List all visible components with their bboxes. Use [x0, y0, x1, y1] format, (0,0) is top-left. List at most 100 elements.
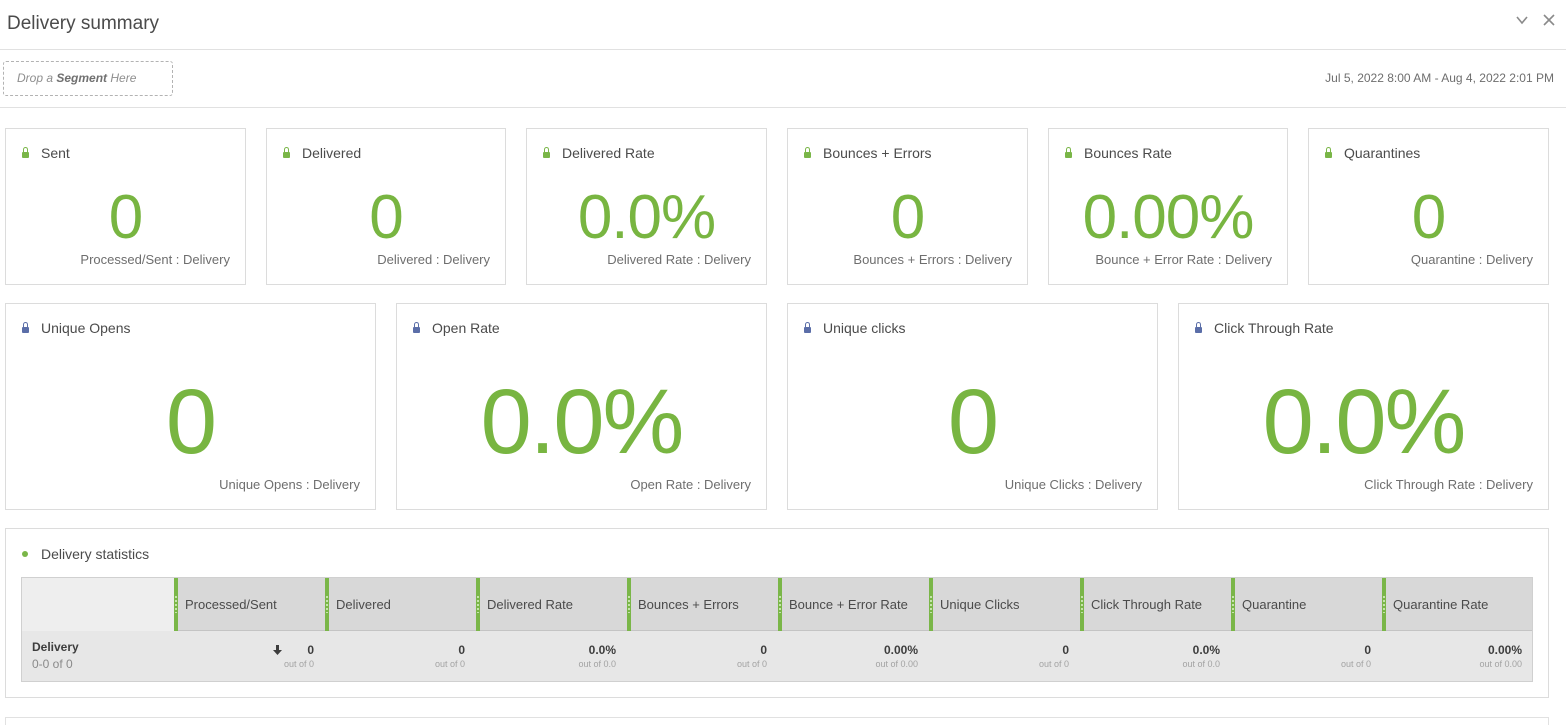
drop-zone-suffix: Here — [107, 71, 137, 85]
table-header: Processed/Sent Delivered Delivered Rate … — [22, 578, 1532, 631]
metric-card-bounces-errors[interactable]: Bounces + Errors 0 Bounces + Errors : De… — [787, 128, 1028, 285]
table-cell: 0.0% out of 0.0 — [476, 631, 627, 681]
cell-value: 0 — [458, 643, 465, 657]
column-header[interactable]: Quarantine Rate — [1382, 578, 1533, 631]
card-label: Unique clicks — [823, 320, 906, 336]
card-label: Bounces + Errors — [823, 145, 932, 161]
lock-icon — [283, 146, 290, 159]
cell-value: 0 — [307, 643, 314, 657]
card-value: 0 — [890, 183, 925, 252]
segment-drop-zone[interactable]: Drop a Segment Here — [3, 61, 173, 96]
table-cell: 0 out of 0 — [325, 631, 476, 681]
column-header[interactable]: Quarantine — [1231, 578, 1382, 631]
next-panel-edge — [5, 717, 1549, 725]
cell-value: 0 — [1062, 643, 1069, 657]
close-icon[interactable] — [1539, 12, 1559, 32]
cell-subvalue: out of 0 — [736, 659, 767, 669]
cell-subvalue: out of 0 — [434, 659, 465, 669]
card-label: Sent — [41, 145, 70, 161]
card-value: 0.00% — [1082, 183, 1255, 252]
card-footer: Quarantine : Delivery — [1410, 252, 1533, 267]
card-footer: Bounce + Error Rate : Delivery — [1095, 252, 1272, 267]
cell-value: 0 — [1364, 643, 1371, 657]
metric-card-sent[interactable]: Sent 0 Processed/Sent : Delivery — [5, 128, 246, 285]
row-range: 0-0 of 0 — [32, 657, 73, 671]
cell-subvalue: out of 0.0 — [1182, 659, 1220, 669]
card-label: Open Rate — [432, 320, 500, 336]
card-footer: Processed/Sent : Delivery — [80, 252, 230, 267]
row-name: Delivery — [32, 640, 79, 654]
delivery-statistics-panel: Delivery statistics Processed/Sent Deliv… — [5, 528, 1549, 698]
lock-icon — [804, 321, 811, 334]
card-footer: Unique Clicks : Delivery — [1004, 477, 1142, 492]
card-footer: Bounces + Errors : Delivery — [853, 252, 1012, 267]
metric-card-delivered[interactable]: Delivered 0 Delivered : Delivery — [266, 128, 506, 285]
metric-card-open-rate[interactable]: Open Rate 0.0% Open Rate : Delivery — [396, 303, 767, 510]
metric-card-unique-clicks[interactable]: Unique clicks 0 Unique Clicks : Delivery — [787, 303, 1158, 510]
table-row[interactable]: Delivery 0-0 of 0 0 out of 0 0 out of 0 … — [22, 631, 1532, 681]
cell-value: 0 — [760, 643, 767, 657]
panel-title: Delivery summary — [7, 13, 160, 34]
cell-value: 0.00% — [883, 643, 918, 657]
metric-card-bounces-rate[interactable]: Bounces Rate 0.00% Bounce + Error Rate :… — [1048, 128, 1288, 285]
metric-card-unique-opens[interactable]: Unique Opens 0 Unique Opens : Delivery — [5, 303, 376, 510]
card-footer: Delivered Rate : Delivery — [607, 252, 751, 267]
column-header[interactable]: Click Through Rate — [1080, 578, 1231, 631]
drop-zone-segment: Segment — [56, 71, 108, 85]
card-value: 0.0% — [1262, 371, 1467, 473]
card-footer: Unique Opens : Delivery — [219, 477, 360, 492]
cell-value: 0.0% — [1192, 643, 1220, 657]
table-cell: 0 out of 0 — [1231, 631, 1382, 681]
cell-subvalue: out of 0 — [283, 659, 314, 669]
statistics-table: Processed/Sent Delivered Delivered Rate … — [21, 577, 1533, 682]
panel-header: Delivery summary — [0, 0, 1566, 50]
card-value: 0 — [369, 183, 403, 252]
cell-value: 0.0% — [588, 643, 616, 657]
date-range[interactable]: Jul 5, 2022 8:00 AM - Aug 4, 2022 2:01 P… — [1325, 71, 1554, 85]
table-corner — [22, 578, 174, 631]
card-footer: Delivered : Delivery — [377, 252, 490, 267]
card-label: Unique Opens — [41, 320, 131, 336]
metric-card-quarantines[interactable]: Quarantines 0 Quarantine : Delivery — [1308, 128, 1549, 285]
column-header[interactable]: Delivered Rate — [476, 578, 627, 631]
metric-card-click-through-rate[interactable]: Click Through Rate 0.0% Click Through Ra… — [1178, 303, 1549, 510]
table-cell: 0 out of 0 — [929, 631, 1080, 681]
status-dot-icon — [22, 551, 28, 557]
statistics-title: Delivery statistics — [41, 546, 150, 562]
column-header[interactable]: Delivered — [325, 578, 476, 631]
metric-card-delivered-rate[interactable]: Delivered Rate 0.0% Delivered Rate : Del… — [526, 128, 767, 285]
lock-icon — [413, 321, 420, 334]
card-value: 0 — [108, 183, 143, 252]
card-value: 0 — [1411, 183, 1446, 252]
table-cell: 0.00% out of 0.00 — [778, 631, 929, 681]
lock-icon — [804, 146, 811, 159]
column-header[interactable]: Processed/Sent — [174, 578, 325, 631]
chevron-down-icon[interactable] — [1512, 12, 1532, 32]
sort-descending-icon[interactable] — [273, 645, 282, 659]
table-cell: 0 out of 0 — [174, 631, 325, 681]
column-header[interactable]: Unique Clicks — [929, 578, 1080, 631]
drop-zone-prefix: Drop a — [17, 71, 57, 85]
lock-icon — [1065, 146, 1072, 159]
card-label: Delivered — [302, 145, 362, 161]
lock-icon — [22, 146, 29, 159]
card-footer: Click Through Rate : Delivery — [1364, 477, 1533, 492]
cell-subvalue: out of 0.0 — [578, 659, 616, 669]
card-value: 0.0% — [480, 371, 685, 473]
column-header[interactable]: Bounce + Error Rate — [778, 578, 929, 631]
card-label: Bounces Rate — [1084, 145, 1172, 161]
card-label: Quarantines — [1344, 145, 1421, 161]
card-label: Click Through Rate — [1214, 320, 1334, 336]
lock-icon — [543, 146, 550, 159]
card-footer: Open Rate : Delivery — [630, 477, 751, 492]
lock-icon — [1195, 321, 1202, 334]
table-cell: 0.0% out of 0.0 — [1080, 631, 1231, 681]
card-value: 0 — [947, 371, 999, 473]
cell-value: 0.00% — [1487, 643, 1522, 657]
segment-bar: Drop a Segment Here Jul 5, 2022 8:00 AM … — [0, 50, 1566, 108]
lock-icon — [22, 321, 29, 334]
column-header[interactable]: Bounces + Errors — [627, 578, 778, 631]
card-label: Delivered Rate — [562, 145, 655, 161]
lock-icon — [1325, 146, 1332, 159]
table-cell: 0.00% out of 0.00 — [1382, 631, 1533, 681]
